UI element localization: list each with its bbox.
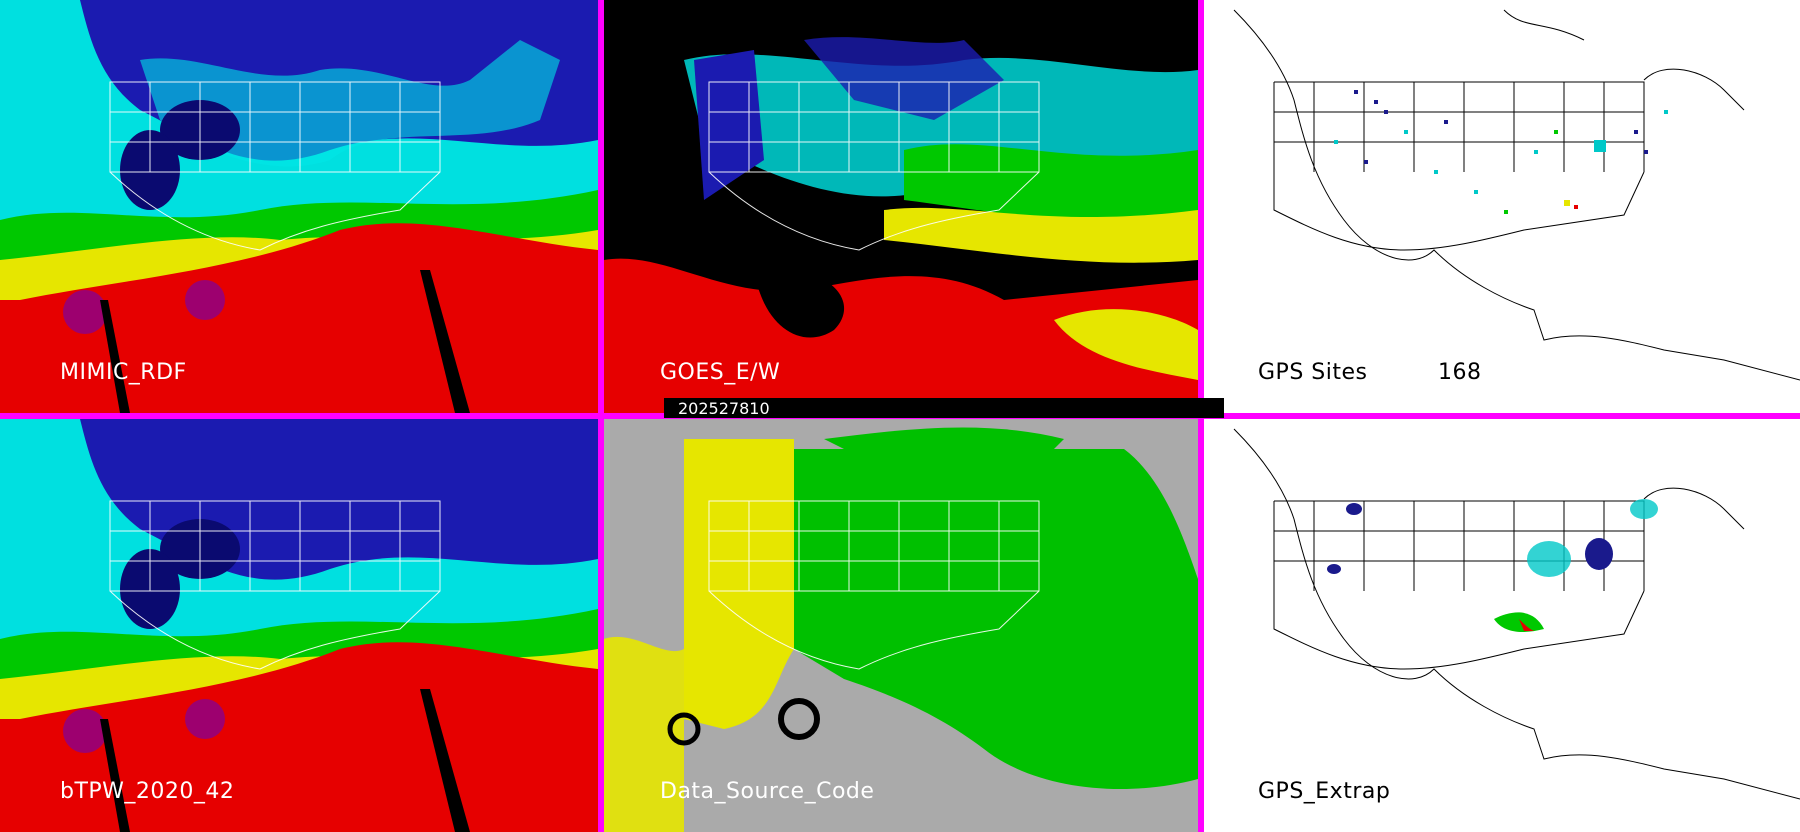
panel-gps-sites: GPS Sites 168: [1204, 0, 1800, 413]
panel-label: bTPW_2020_42: [60, 779, 235, 804]
goes-map-image: [604, 0, 1198, 413]
tpw-map-image: [0, 0, 598, 413]
gps-site-count: 168: [1438, 360, 1482, 385]
panel-label: GOES_E/W: [660, 360, 781, 385]
panel-label: GPS_Extrap: [1258, 779, 1391, 804]
panel-label: MIMIC_RDF: [60, 360, 187, 385]
gps-sites-map-image: [1233, 9, 1800, 381]
gps-extrap-map-image: [1233, 428, 1800, 800]
panel-btpw: bTPW_2020_42: [0, 419, 598, 832]
panel-gps-extrap: GPS_Extrap: [1204, 419, 1800, 832]
data-source-map-image: [604, 419, 1198, 832]
timestamp-bar: 202527810: [664, 398, 1224, 418]
panel-label: Data_Source_Code: [660, 779, 875, 804]
panel-label: GPS Sites: [1258, 360, 1368, 385]
timestamp: 202527810: [678, 399, 770, 418]
panel-goes-ew: GOES_E/W: [604, 0, 1198, 413]
panel-mimic-rdf: MIMIC_RDF: [0, 0, 598, 413]
panel-data-source-code: Data_Source_Code: [604, 419, 1198, 832]
tpw-map-image: [0, 419, 598, 832]
